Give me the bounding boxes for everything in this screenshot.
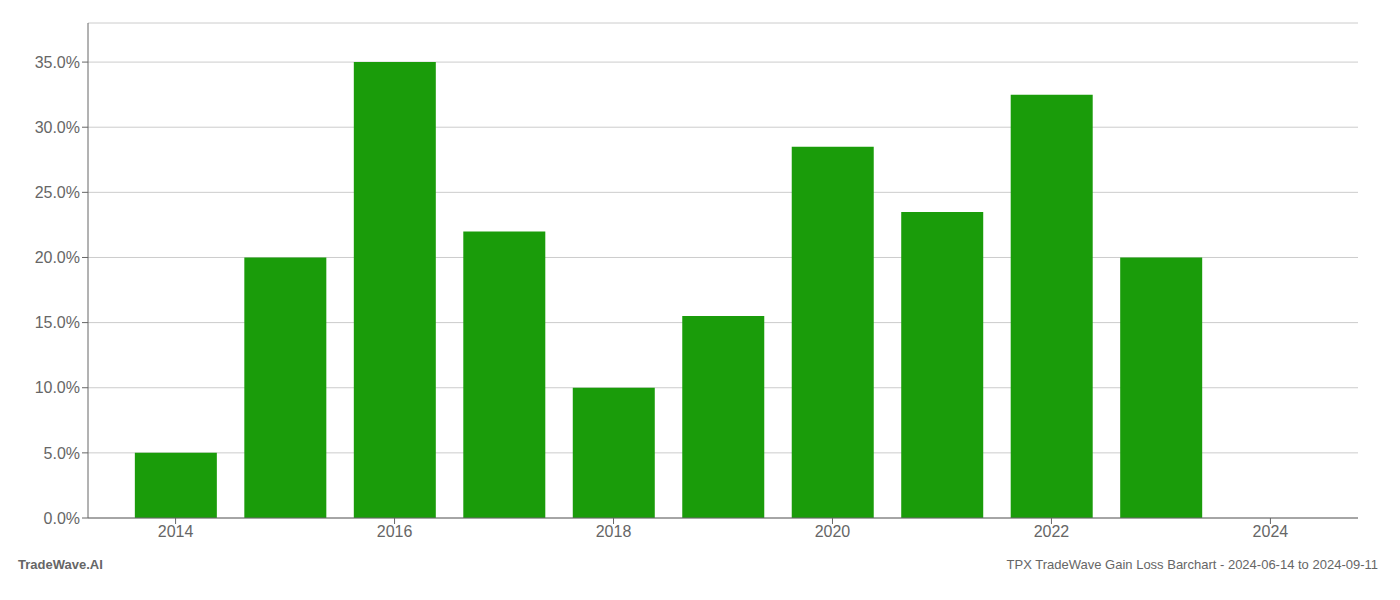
svg-text:5.0%: 5.0% <box>44 445 80 462</box>
svg-text:30.0%: 30.0% <box>35 119 80 136</box>
svg-text:10.0%: 10.0% <box>35 379 80 396</box>
svg-text:20.0%: 20.0% <box>35 249 80 266</box>
svg-text:15.0%: 15.0% <box>35 314 80 331</box>
svg-text:2014: 2014 <box>158 523 194 540</box>
svg-text:0.0%: 0.0% <box>44 510 80 527</box>
svg-text:2024: 2024 <box>1253 523 1289 540</box>
svg-text:25.0%: 25.0% <box>35 184 80 201</box>
html-text:TradeWave.AI: TradeWave.AI <box>18 557 103 572</box>
svg-text:2022: 2022 <box>1034 523 1070 540</box>
svg-text:35.0%: 35.0% <box>35 54 80 71</box>
html-text:TPX TradeWave Gain Loss Barcha: TPX TradeWave Gain Loss Barchart - 2024-… <box>1006 557 1378 572</box>
svg-text:2020: 2020 <box>815 523 851 540</box>
svg-text:2018: 2018 <box>596 523 632 540</box>
svg-text:2016: 2016 <box>377 523 413 540</box>
